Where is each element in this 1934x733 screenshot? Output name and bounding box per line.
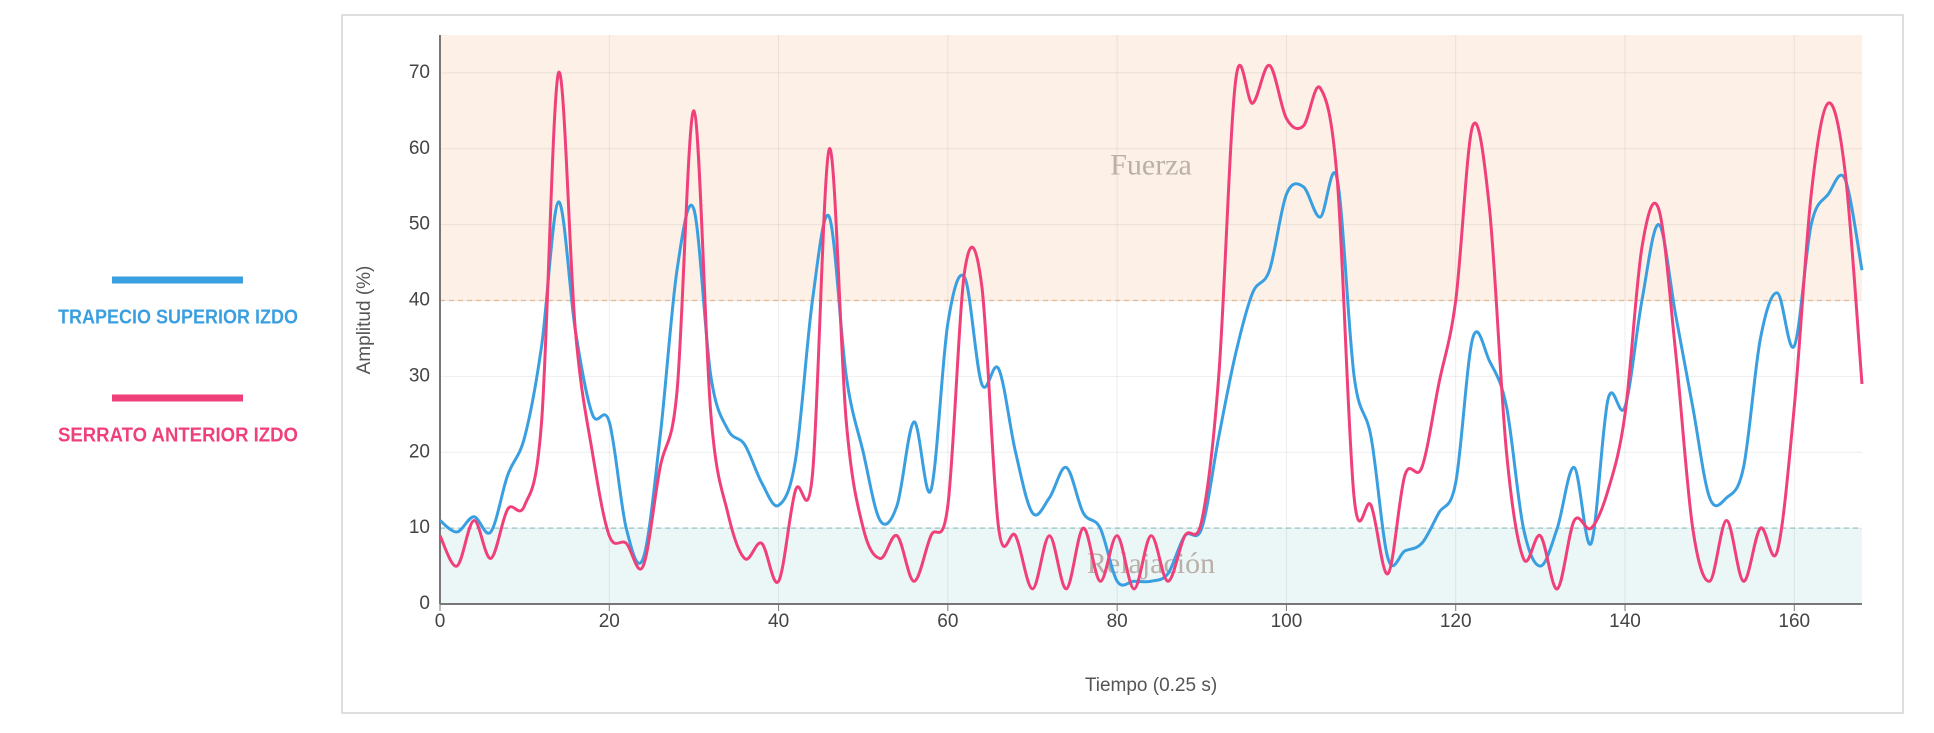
y-tick-label: 50 (409, 214, 430, 235)
x-axis-label: Tiempo (0.25 s) (1085, 675, 1217, 696)
y-tick-label: 0 (419, 593, 430, 614)
band (440, 35, 1862, 301)
y-tick-label: 20 (409, 441, 430, 462)
x-tick-label: 120 (1440, 611, 1472, 632)
x-tick-label: 140 (1609, 611, 1641, 632)
x-tick-label: 20 (599, 611, 620, 632)
x-tick-label: 160 (1778, 611, 1810, 632)
x-tick-label: 100 (1271, 611, 1303, 632)
y-tick-label: 60 (409, 138, 430, 159)
legend-label: SERRATO ANTERIOR IZDO (58, 424, 298, 446)
y-axis-label: Amplitud (%) (354, 266, 375, 375)
band-label: Fuerza (1110, 149, 1192, 182)
x-tick-label: 80 (1107, 611, 1128, 632)
x-tick-label: 40 (768, 611, 789, 632)
x-tick-label: 60 (937, 611, 958, 632)
legend-label: TRAPECIO SUPERIOR IZDO (58, 306, 298, 328)
y-tick-label: 10 (409, 517, 430, 538)
y-tick-label: 70 (409, 62, 430, 83)
y-tick-label: 40 (409, 290, 430, 311)
x-tick-label: 0 (435, 611, 446, 632)
series-line (438, 63, 1864, 591)
band (440, 528, 1862, 604)
y-tick-label: 30 (409, 365, 430, 386)
